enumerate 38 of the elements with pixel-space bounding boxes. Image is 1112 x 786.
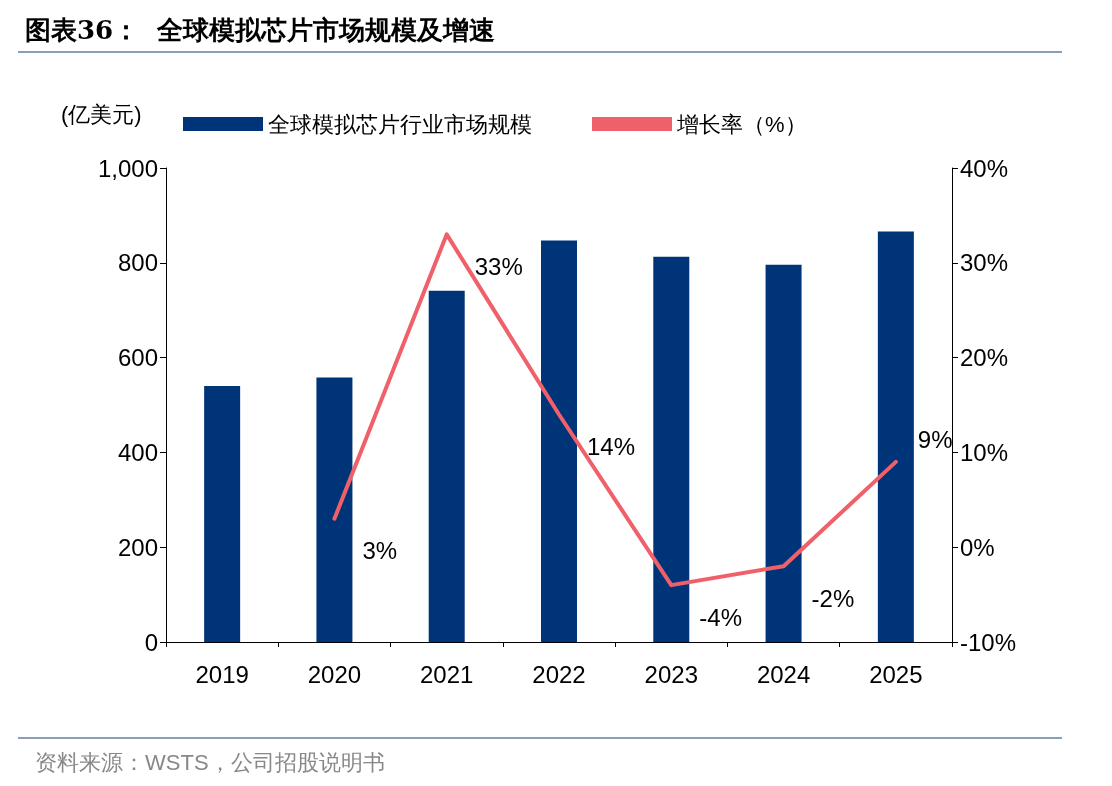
text: 资料来源：WSTS，公司招股说明书 bbox=[35, 749, 385, 775]
bar bbox=[765, 264, 802, 642]
bar bbox=[653, 256, 690, 642]
bar bbox=[204, 386, 241, 642]
data-label: 33% bbox=[474, 252, 523, 280]
y2-tick-label: 20% bbox=[960, 344, 1009, 372]
y-tick-label: 400 bbox=[117, 438, 158, 466]
data-label: 3% bbox=[362, 537, 398, 565]
x-tick-label: 2023 bbox=[644, 660, 698, 688]
legend-label: 增长率（%） bbox=[676, 111, 807, 137]
data-label: 14% bbox=[587, 432, 636, 460]
bar bbox=[316, 377, 353, 642]
x-tick-label: 2020 bbox=[307, 660, 362, 688]
chart-title: 图表36： 全球模拟芯片市场规模及增速 bbox=[25, 15, 496, 45]
data-label: 9% bbox=[917, 426, 953, 454]
y-axis-title: (亿美元) bbox=[61, 101, 142, 127]
bar bbox=[541, 240, 577, 642]
data-label: -2% bbox=[811, 584, 855, 612]
x-tick-label: 2025 bbox=[869, 660, 923, 688]
x-tick-label: 2022 bbox=[532, 660, 586, 688]
y-tick-label: 600 bbox=[117, 344, 158, 372]
bar bbox=[877, 231, 914, 642]
bar bbox=[428, 290, 465, 642]
y2-tick-label: 40% bbox=[960, 154, 1009, 182]
y2-tick-label: 10% bbox=[960, 438, 1009, 466]
y2-tick-label: 30% bbox=[960, 249, 1009, 277]
line-series bbox=[332, 232, 898, 588]
y2-tick-label: 0% bbox=[960, 533, 995, 561]
y-tick-label: 800 bbox=[117, 249, 158, 277]
x-tick-label: 2019 bbox=[195, 660, 249, 688]
data-label: -4% bbox=[699, 603, 742, 631]
x-tick-label: 2024 bbox=[756, 660, 811, 688]
x-tick-label: 2021 bbox=[420, 660, 474, 688]
y-tick-label: 1,000 bbox=[97, 154, 158, 182]
y2-tick-label: -10% bbox=[960, 628, 1017, 656]
legend-label: 全球模拟芯片行业市场规模 bbox=[268, 111, 532, 137]
y-tick-label: 0 bbox=[144, 628, 158, 656]
y-tick-label: 200 bbox=[117, 533, 158, 561]
